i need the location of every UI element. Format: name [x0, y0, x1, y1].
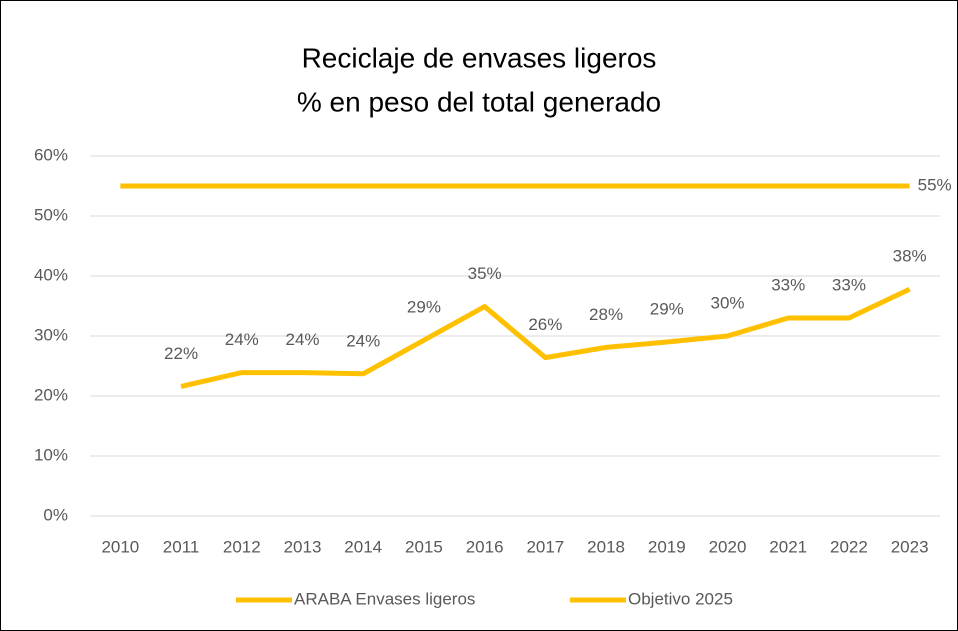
data-label: 24%: [225, 330, 259, 349]
y-tick-label: 40%: [34, 265, 68, 284]
x-tick-label: 2015: [405, 537, 443, 556]
data-label: 24%: [285, 330, 319, 349]
y-tick-label: 60%: [34, 145, 68, 164]
data-label: 33%: [771, 275, 805, 294]
data-label: 28%: [589, 305, 623, 324]
x-tick-label: 2016: [466, 537, 504, 556]
data-label: 29%: [650, 299, 684, 318]
data-label: 33%: [832, 275, 866, 294]
data-label: 38%: [893, 247, 927, 266]
y-tick-label: 30%: [34, 325, 68, 344]
x-tick-label: 2018: [587, 537, 625, 556]
y-tick-label: 50%: [34, 205, 68, 224]
chart-subtitle: % en peso del total generado: [297, 86, 661, 117]
x-tick-label: 2014: [344, 537, 382, 556]
data-label: 55%: [918, 175, 952, 194]
data-label: 29%: [407, 298, 441, 317]
data-label: 24%: [346, 331, 380, 350]
x-tick-label: 2012: [223, 537, 261, 556]
x-tick-label: 2010: [101, 537, 139, 556]
x-tick-label: 2023: [891, 537, 929, 556]
data-label: 30%: [710, 293, 744, 312]
series-line: [180, 286, 911, 389]
data-label: 26%: [528, 315, 562, 334]
x-tick-label: 2021: [769, 537, 807, 556]
x-tick-label: 2011: [163, 537, 200, 556]
legend-label: Objetivo 2025: [628, 589, 733, 608]
legend-label: ARABA Envases ligeros: [294, 589, 475, 608]
x-tick-label: 2013: [284, 537, 322, 556]
y-tick-label: 10%: [34, 445, 68, 464]
x-tick-label: 2017: [526, 537, 564, 556]
x-tick-label: 2022: [830, 537, 868, 556]
data-label: 22%: [164, 344, 198, 363]
y-tick-label: 0%: [43, 505, 68, 524]
x-tick-label: 2019: [648, 537, 686, 556]
x-tick-label: 2020: [709, 537, 747, 556]
chart-title: Reciclaje de envases ligeros: [302, 42, 657, 73]
y-tick-label: 20%: [34, 385, 68, 404]
data-label: 35%: [468, 264, 502, 283]
